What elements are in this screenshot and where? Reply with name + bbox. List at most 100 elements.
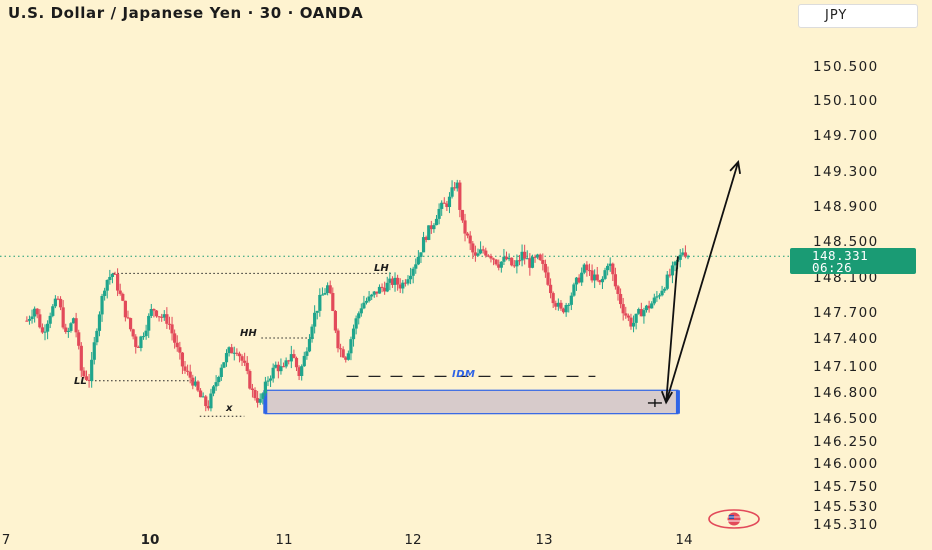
candle-body bbox=[678, 254, 682, 260]
candle-body bbox=[139, 336, 143, 348]
candle-body bbox=[354, 318, 358, 329]
candle-body bbox=[287, 360, 291, 362]
candle-body bbox=[27, 319, 32, 321]
candle-body bbox=[512, 265, 516, 267]
candle-body bbox=[497, 264, 501, 268]
price-tick-label: 149.300 bbox=[813, 164, 879, 180]
candle-body bbox=[323, 292, 327, 295]
price-tick-label: 146.800 bbox=[813, 385, 879, 401]
candle-body bbox=[642, 310, 646, 317]
candle-body bbox=[626, 315, 630, 318]
candle-body bbox=[110, 273, 115, 277]
candle-body bbox=[300, 366, 304, 376]
candle-body bbox=[30, 316, 34, 320]
candle-body bbox=[463, 220, 467, 234]
candle-body bbox=[235, 352, 239, 354]
currency-selector[interactable]: JPY bbox=[798, 4, 918, 28]
candle-body bbox=[97, 314, 102, 331]
candle-body bbox=[427, 225, 431, 240]
candle-body bbox=[582, 264, 586, 273]
candle-body bbox=[58, 298, 63, 308]
candle-body bbox=[318, 294, 322, 311]
candle-body bbox=[128, 318, 133, 330]
candle-body bbox=[341, 349, 345, 358]
candle-body bbox=[631, 322, 636, 327]
candle-body bbox=[372, 291, 376, 295]
candle-body bbox=[35, 308, 39, 315]
candle-body bbox=[74, 318, 78, 333]
candle-body bbox=[453, 187, 457, 189]
candle-body bbox=[574, 277, 579, 285]
candle-body bbox=[357, 313, 361, 319]
candle-body bbox=[346, 353, 350, 360]
candle-body bbox=[613, 274, 618, 287]
candle-body bbox=[64, 327, 68, 332]
zone-left-handle bbox=[263, 390, 268, 414]
candle-body bbox=[219, 367, 223, 377]
candle-body bbox=[61, 307, 65, 328]
candle-body bbox=[118, 290, 122, 294]
candle-body bbox=[673, 261, 677, 266]
candle-body bbox=[450, 187, 454, 197]
candle-body bbox=[284, 360, 288, 367]
candle-body bbox=[556, 302, 560, 307]
projection-arrow-head-up bbox=[729, 160, 741, 174]
candle-body bbox=[380, 286, 384, 288]
candle-body bbox=[525, 258, 529, 260]
candle-body bbox=[256, 398, 260, 403]
candle-body bbox=[445, 203, 449, 208]
candle-body bbox=[315, 310, 319, 313]
candle-body bbox=[310, 326, 314, 340]
candle-body bbox=[227, 347, 231, 354]
us-flag-icon[interactable] bbox=[708, 509, 760, 529]
candle-body bbox=[157, 316, 161, 318]
candle-body bbox=[326, 285, 330, 293]
candle-body bbox=[248, 371, 252, 389]
candle-body bbox=[307, 339, 312, 352]
candle-body bbox=[116, 274, 120, 291]
candle-body bbox=[639, 309, 643, 317]
candle-body bbox=[147, 315, 151, 331]
candle-body bbox=[647, 305, 651, 309]
candle-body bbox=[471, 243, 475, 253]
candle-body bbox=[434, 218, 439, 226]
candle-body bbox=[585, 264, 589, 271]
candle-body bbox=[603, 270, 607, 279]
candle-body bbox=[222, 362, 226, 368]
candle-body bbox=[668, 274, 672, 276]
candle-body bbox=[170, 324, 174, 334]
projection-arrow-head-down bbox=[660, 390, 673, 405]
candle-body bbox=[25, 320, 29, 322]
candle-body bbox=[388, 278, 392, 283]
candle-body bbox=[593, 274, 597, 281]
candle-body bbox=[281, 366, 286, 368]
candle-body bbox=[152, 308, 156, 311]
candle-body bbox=[250, 388, 255, 390]
candle-body bbox=[541, 259, 545, 264]
candle-body bbox=[546, 272, 550, 285]
time-axis[interactable]: 7 10 11 12 13 14 bbox=[2, 532, 693, 548]
price-tick-label: 146.250 bbox=[813, 434, 879, 450]
candle-body bbox=[468, 235, 472, 244]
candle-body bbox=[598, 280, 602, 283]
price-axis[interactable]: 150.500 150.100 149.700 149.300 148.900 148.5… bbox=[813, 59, 879, 533]
price-tick-label: 145.530 bbox=[813, 499, 879, 515]
candle-body bbox=[683, 252, 688, 257]
candle-body bbox=[175, 342, 179, 348]
projection-arrow bbox=[665, 161, 740, 403]
candle-body bbox=[621, 304, 625, 314]
candle-body bbox=[136, 346, 140, 348]
price-tick-label: 146.000 bbox=[813, 456, 879, 472]
candle-body bbox=[401, 282, 405, 289]
candle-body bbox=[33, 308, 37, 317]
sweep-x-label: x bbox=[225, 403, 233, 414]
candle-body bbox=[559, 302, 563, 309]
price-tick-label: 145.750 bbox=[813, 479, 879, 495]
candle-body bbox=[297, 367, 301, 376]
candle-body bbox=[473, 252, 477, 256]
candle-body bbox=[681, 252, 685, 255]
candle-body bbox=[69, 323, 73, 331]
candle-body bbox=[82, 370, 86, 377]
candle-body bbox=[383, 287, 387, 292]
